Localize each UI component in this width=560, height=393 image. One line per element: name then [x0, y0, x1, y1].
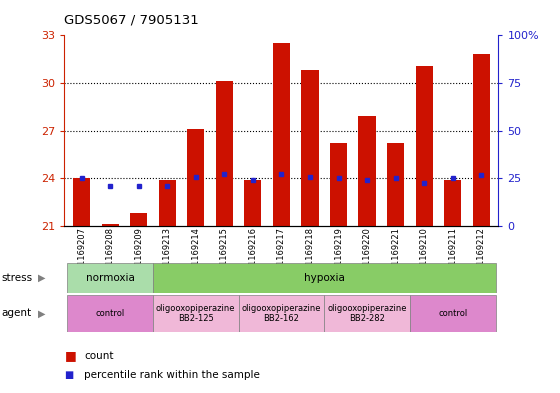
- Text: control: control: [95, 309, 125, 318]
- Text: ▶: ▶: [38, 309, 45, 318]
- Bar: [153, 263, 496, 293]
- Bar: [473, 54, 490, 226]
- Bar: [187, 129, 204, 226]
- Text: ▶: ▶: [38, 273, 45, 283]
- Text: stress: stress: [1, 273, 32, 283]
- Text: normoxia: normoxia: [86, 273, 134, 283]
- Text: ■: ■: [64, 370, 74, 380]
- Bar: [73, 178, 90, 226]
- Text: GDS5067 / 7905131: GDS5067 / 7905131: [64, 14, 199, 27]
- Text: oligooxopiperazine
BB2-282: oligooxopiperazine BB2-282: [327, 304, 407, 323]
- Bar: [216, 81, 233, 226]
- Bar: [153, 295, 239, 332]
- Text: agent: agent: [1, 309, 31, 318]
- Bar: [67, 295, 153, 332]
- Text: ■: ■: [64, 349, 76, 362]
- Text: percentile rank within the sample: percentile rank within the sample: [84, 370, 260, 380]
- Bar: [158, 180, 176, 226]
- Bar: [444, 180, 461, 226]
- Bar: [324, 295, 410, 332]
- Text: control: control: [438, 309, 468, 318]
- Text: count: count: [84, 351, 114, 361]
- Bar: [416, 66, 433, 226]
- Bar: [273, 43, 290, 226]
- Text: hypoxia: hypoxia: [304, 273, 344, 283]
- Bar: [244, 180, 262, 226]
- Bar: [301, 70, 319, 226]
- Bar: [330, 143, 347, 226]
- Bar: [358, 116, 376, 226]
- Bar: [130, 213, 147, 226]
- Bar: [67, 263, 153, 293]
- Text: oligooxopiperazine
BB2-125: oligooxopiperazine BB2-125: [156, 304, 236, 323]
- Bar: [239, 295, 324, 332]
- Bar: [410, 295, 496, 332]
- Bar: [387, 143, 404, 226]
- Bar: [101, 224, 119, 226]
- Text: oligooxopiperazine
BB2-162: oligooxopiperazine BB2-162: [242, 304, 321, 323]
